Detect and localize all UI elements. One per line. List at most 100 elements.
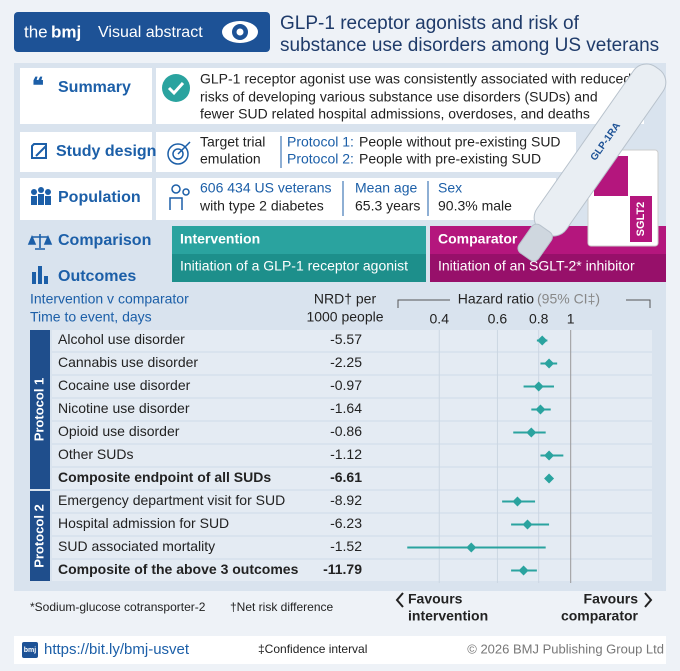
study-design-label: Study design — [56, 143, 156, 160]
footnote: †Net risk difference — [230, 600, 333, 614]
favours-left: Favours — [408, 591, 463, 607]
target-icon — [167, 141, 191, 165]
nrd-value: -1.64 — [330, 400, 362, 416]
row-bg — [52, 537, 652, 558]
nrd-value: -6.23 — [330, 515, 362, 531]
favours-left: intervention — [408, 608, 488, 624]
x-tick-label: 0.6 — [488, 311, 508, 327]
row-name: Opioid use disorder — [58, 423, 180, 439]
logo-bmj: bmj — [51, 22, 81, 41]
cell — [20, 132, 152, 172]
nrd-value: -5.57 — [330, 331, 362, 347]
cell — [20, 262, 160, 290]
row-name: Nicotine use disorder — [58, 400, 190, 416]
row-bg — [52, 560, 652, 581]
hr-ci-header: (95% CI‡) — [537, 291, 600, 307]
nrd-value: -2.25 — [330, 354, 362, 370]
nrd-value: -8.92 — [330, 492, 362, 508]
people-icon — [31, 187, 51, 205]
footer-logo: bmj — [24, 647, 37, 654]
cell — [156, 178, 556, 220]
header-box — [14, 12, 270, 52]
cell — [156, 132, 576, 172]
url[interactable]: https://bit.ly/bmj-usvet — [44, 641, 190, 658]
row-bg — [52, 399, 652, 420]
bar-icon — [32, 266, 48, 284]
group-label: Protocol 2 — [31, 504, 46, 568]
nrd-value: -1.12 — [330, 446, 362, 462]
row-bg — [52, 422, 652, 443]
population-text: Mean age — [355, 180, 417, 196]
population-text: with type 2 diabetes — [199, 198, 324, 214]
protocol-text: People without pre-existing SUD — [359, 134, 561, 150]
cell — [20, 68, 152, 124]
comparator-box — [430, 254, 666, 282]
forest-plot: Protocol 1 Protocol 2 0.4 0.6 0.8 1 Alcohol us… — [30, 311, 652, 583]
row-name: SUD associated mortality — [58, 538, 215, 554]
row-name: Composite of the above 3 outcomes — [58, 561, 299, 577]
title-line: substance use disorders among US veteran… — [280, 35, 659, 56]
footnote: ‡Confidence interval — [258, 642, 367, 656]
comparison-label: Comparison — [58, 232, 151, 249]
logo-the: the — [24, 22, 48, 41]
design-text: Target trial — [200, 134, 265, 150]
eye-icon — [222, 21, 258, 43]
row-bg — [52, 376, 652, 397]
hazard-ratio-point — [526, 427, 537, 438]
hazard-ratio-point — [533, 381, 544, 392]
comparator-text: Initiation of an SGLT-2* inhibitor — [438, 258, 635, 274]
scales-icon — [27, 234, 53, 250]
header-label: Visual abstract — [98, 24, 203, 41]
hazard-ratio-point — [466, 542, 477, 553]
row-bg — [52, 468, 652, 489]
row-name: Alcohol use disorder — [58, 331, 185, 347]
quote-icon: ❝ — [32, 73, 44, 98]
summary-text: risks of developing various substance us… — [200, 89, 598, 105]
summary-label: Summary — [58, 79, 131, 96]
summary-text: fewer SUD related hospital admissions, o… — [200, 106, 590, 122]
pencil-icon — [31, 143, 47, 159]
group-bar — [30, 330, 50, 489]
check-icon — [162, 74, 190, 102]
person-outline-icon — [169, 184, 190, 210]
population-label: Population — [58, 189, 141, 206]
favours-right: comparator — [561, 608, 639, 624]
row-name: Cannabis use disorder — [58, 354, 198, 370]
row-name: Hospital admission for SUD — [58, 515, 229, 531]
outcomes-label: Outcomes — [58, 268, 136, 285]
title-line: GLP-1 receptor agonists and risk of — [280, 13, 580, 34]
population-text: Sex — [438, 180, 462, 196]
pen: GLP-1RA — [517, 63, 667, 262]
cell — [156, 68, 644, 124]
design-text: emulation — [200, 151, 261, 167]
population-text: 606 434 US veterans — [200, 180, 332, 196]
population-text: 65.3 years — [355, 198, 420, 214]
hazard-ratio-point — [537, 335, 548, 346]
protocol-text: People with pre-existing SUD — [359, 151, 541, 167]
hr-header: Hazard ratio — [458, 291, 534, 307]
nrd-header: 1000 people — [306, 309, 383, 325]
row-name: Other SUDs — [58, 446, 133, 462]
box-label: SGLT2 — [635, 202, 647, 237]
nrd-value: -11.79 — [323, 561, 362, 577]
row-bg — [52, 330, 652, 351]
comparator-title: Comparator — [438, 231, 518, 247]
population-text: 90.3% male — [438, 198, 512, 214]
x-tick-label: 1 — [567, 311, 575, 327]
row-name: Composite endpoint of all SUDs — [58, 469, 271, 485]
column-header: Time to event, days — [30, 309, 152, 325]
intervention-title: Intervention — [180, 231, 260, 247]
x-tick-label: 0.4 — [430, 311, 450, 327]
hazard-ratio-point — [518, 565, 529, 576]
hazard-ratio-point — [544, 473, 555, 484]
hazard-ratio-point — [544, 358, 555, 369]
favours-right: Favours — [584, 591, 639, 607]
row-bg — [52, 514, 652, 535]
nrd-value: -6.61 — [330, 469, 362, 485]
intervention-text: Initiation of a GLP-1 receptor agonist — [180, 258, 408, 274]
row-name: Cocaine use disorder — [58, 377, 191, 393]
hazard-ratio-point — [544, 450, 555, 461]
copyright: © 2026 BMJ Publishing Group Ltd — [467, 641, 664, 656]
footer-band — [14, 636, 666, 664]
